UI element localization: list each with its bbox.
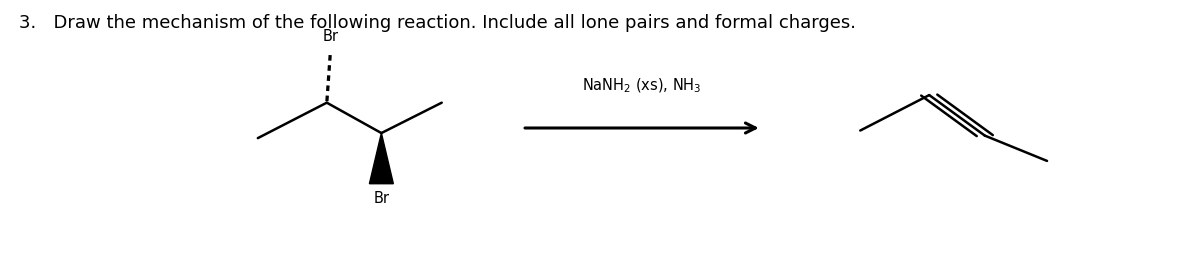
Polygon shape	[370, 133, 394, 184]
Text: Br: Br	[373, 191, 389, 206]
Text: 3.   Draw the mechanism of the following reaction. Include all lone pairs and fo: 3. Draw the mechanism of the following r…	[19, 14, 857, 32]
Text: Br: Br	[323, 29, 338, 45]
Text: NaNH$_2$ (xs), NH$_3$: NaNH$_2$ (xs), NH$_3$	[582, 77, 702, 95]
